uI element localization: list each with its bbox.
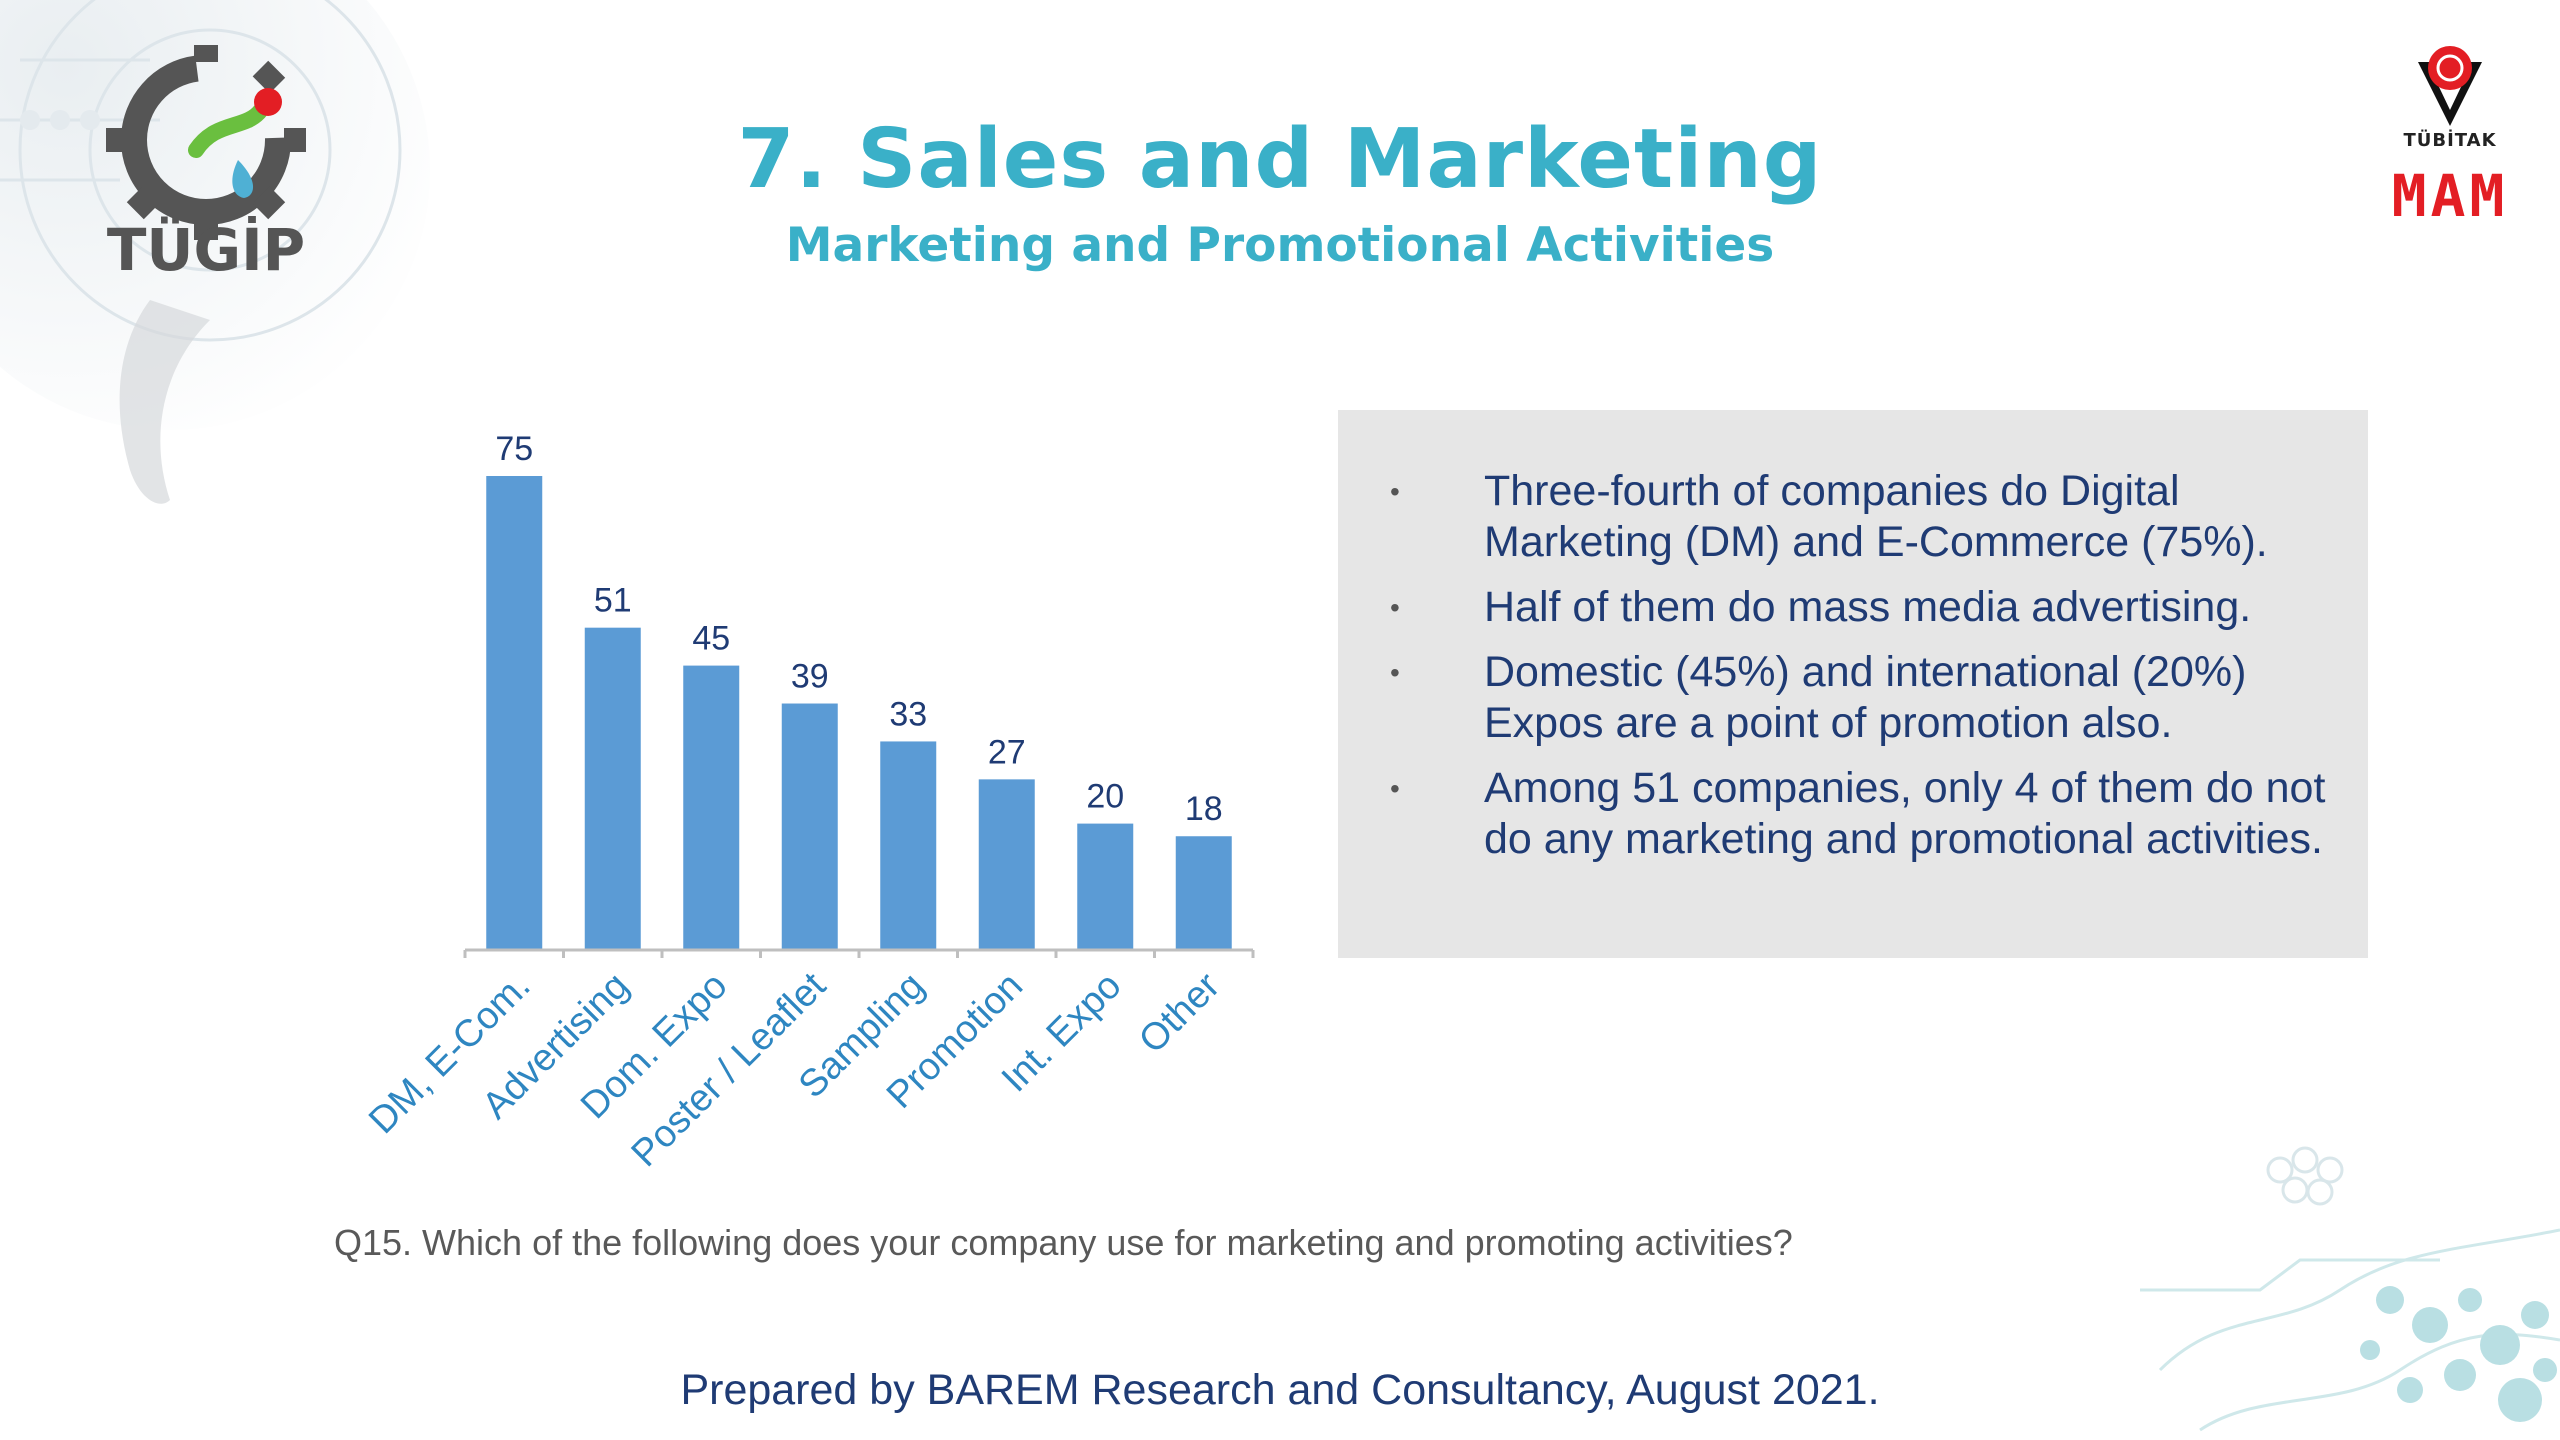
tugip-logo: TÜGİP xyxy=(106,45,306,284)
summary-item: • Half of them do mass media advertising. xyxy=(1360,582,2360,633)
tubitak-mam-logo: TÜBİTAK MAM xyxy=(2370,40,2530,240)
data-label: 33 xyxy=(889,695,927,733)
footer-credit: Prepared by BAREM Research and Consultan… xyxy=(680,1366,1880,1414)
bullet-icon: • xyxy=(1390,476,1400,507)
data-label: 51 xyxy=(594,582,632,620)
bar-chart: 75 51 45 39 33 27 20 18 DM, E-Com.AdvertisingDo… xyxy=(361,430,1255,1175)
bar xyxy=(486,476,543,950)
summary-item: • Among 51 companies, only 4 of them do n… xyxy=(1360,763,2360,865)
bar xyxy=(1175,836,1232,950)
mam-label: MAM xyxy=(2391,162,2509,230)
tugip-logo-text: TÜGİP xyxy=(107,215,305,284)
summary-item-text: Half of them do mass media advertising. xyxy=(1484,583,2252,631)
bar xyxy=(584,627,641,950)
summary-list: • Three-fourth of companies do Digital Ma… xyxy=(1360,466,2360,879)
bar xyxy=(880,741,937,950)
tubitak-label: TÜBİTAK xyxy=(2403,130,2497,151)
summary-item-text: Three-fourth of companies do Digital Mar… xyxy=(1484,467,2268,566)
bar xyxy=(978,779,1035,950)
data-label: 45 xyxy=(692,620,730,658)
data-label: 39 xyxy=(791,658,829,696)
summary-item: • Domestic (45%) and international (20%) … xyxy=(1360,647,2360,749)
summary-item-text: Domestic (45%) and international (20%) E… xyxy=(1484,648,2247,747)
page-subtitle: Marketing and Promotional Activities xyxy=(785,218,1775,273)
summary-item-text: Among 51 companies, only 4 of them do no… xyxy=(1484,764,2326,863)
x-axis xyxy=(463,948,1255,958)
summary-item: • Three-fourth of companies do Digital Ma… xyxy=(1360,466,2360,568)
bar xyxy=(781,703,838,950)
data-label: 18 xyxy=(1185,790,1223,828)
data-label: 75 xyxy=(495,430,533,468)
bullet-icon: • xyxy=(1390,592,1400,623)
survey-question: Q15. Which of the following does your co… xyxy=(334,1222,1793,1263)
bullet-icon: • xyxy=(1390,657,1400,688)
bar xyxy=(683,665,740,950)
bullet-icon: • xyxy=(1390,773,1400,804)
tubitak-emblem-icon xyxy=(2418,46,2482,126)
data-label: 27 xyxy=(988,733,1026,771)
value-labels-group: 75 51 45 39 33 27 20 18 xyxy=(495,430,1222,828)
page-title: 7. Sales and Marketing xyxy=(737,112,1823,207)
summary-box xyxy=(1338,410,2368,958)
bar xyxy=(1077,823,1134,950)
data-label: 20 xyxy=(1086,778,1124,816)
bars-group xyxy=(486,476,1232,950)
category-label: Other xyxy=(1131,964,1228,1061)
background-molecule-decoration xyxy=(2140,1146,2560,1432)
